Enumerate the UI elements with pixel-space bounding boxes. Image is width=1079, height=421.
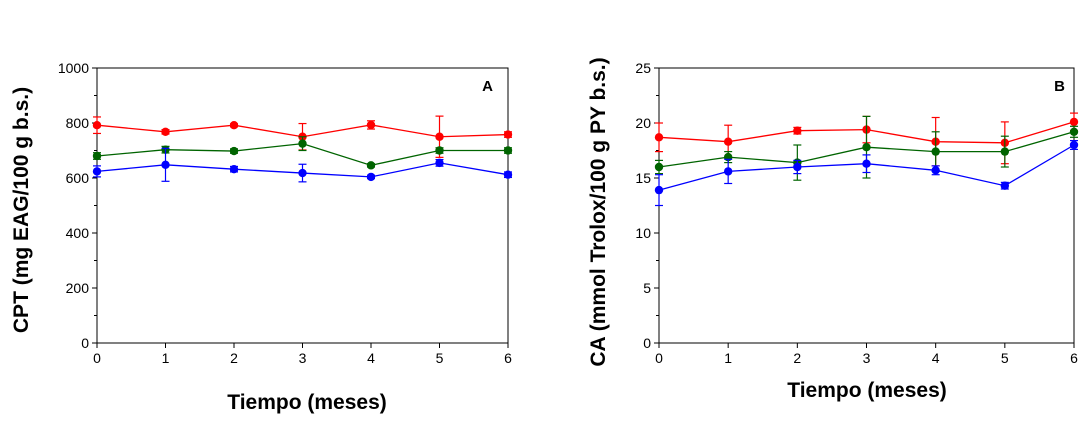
panel-a-data-point: [229, 165, 239, 174]
panel-b-y-tick-label: 25: [635, 60, 651, 76]
panel-a-data-point: [229, 146, 239, 156]
panel-b-x-tick-label: 6: [1070, 350, 1078, 366]
panel-a-x-tick-label: 4: [367, 350, 375, 366]
panel-a-data-point: [298, 139, 307, 148]
panel-b-x-tick-label: 2: [793, 350, 801, 366]
panel-a-x-tick-label: 2: [230, 350, 238, 366]
panel-b-data-point: [793, 162, 802, 172]
panel-b-y-axis-title: CA (mmol Trolox/100 g PY b.s.): [587, 57, 610, 366]
panel-a-y-tick-label: 0: [81, 335, 89, 351]
panel-a-x-tick-label: 1: [162, 350, 170, 366]
panel-b-data-point: [723, 137, 733, 146]
panel-a-data-point: [435, 158, 444, 168]
panel-b-data-point: [931, 166, 940, 175]
panel-b-data-point: [1000, 181, 1010, 190]
panel-a-x-tick-label: 5: [436, 350, 444, 366]
panel-a-data-point: [435, 132, 444, 141]
panel-a-data-point: [92, 151, 102, 161]
panel-a-data-point: [503, 130, 513, 139]
panel-b-y-tick-label: 15: [635, 170, 651, 186]
panel-a-x-tick-label: 6: [504, 350, 512, 366]
panel-b-data-point: [654, 133, 664, 142]
panel-b-x-tick-label: 3: [863, 350, 871, 366]
panel-a-data-point: [435, 146, 444, 155]
panel-b-chart: CA (mmol Trolox/100 g PY b.s.) Tiempo (m…: [587, 57, 1079, 402]
panel-a-series-blue: [92, 147, 513, 183]
panel-a-y-tick-label: 200: [66, 280, 90, 296]
panel-a-data-point: [366, 161, 376, 170]
panel-a-series-red: [92, 115, 513, 158]
panel-a-data-point: [298, 168, 307, 178]
panel-a-data-point: [366, 172, 376, 182]
panel-b-data-point: [723, 167, 733, 176]
panel-a-data-point: [503, 146, 513, 155]
panel-b-y-tick-label: 5: [643, 280, 651, 296]
panel-a-data-point: [503, 170, 513, 179]
panel-b-data-point: [862, 143, 871, 152]
panel-a-data-point: [92, 167, 102, 176]
panel-a-data-point: [161, 160, 170, 169]
panel-a-data-point: [92, 121, 102, 130]
panel-b-data-point: [654, 162, 664, 172]
panel-b-x-tick-label: 1: [724, 350, 732, 366]
panel-b-y-tick-label: 20: [635, 115, 651, 131]
panel-a-chart: CPT (mg EAG/100 g b.s.) Tiempo (meses) A…: [10, 60, 513, 414]
panel-a-x-tick-label: 3: [299, 350, 307, 366]
panel-b-data-point: [862, 159, 871, 168]
panel-b-data-point: [1069, 117, 1079, 127]
panel-b-series-blue: [654, 140, 1079, 207]
panel-b-x-axis-title: Tiempo (meses): [787, 379, 947, 402]
panel-b-y-tick-label: 10: [635, 225, 651, 241]
panel-b-data-point: [793, 126, 802, 135]
panel-b-data-point: [1000, 147, 1010, 156]
panel-b-data-point: [654, 185, 664, 195]
panel-b-data-point: [931, 147, 940, 156]
panel-a-y-tick-label: 600: [66, 170, 90, 186]
panel-b-y-tick-label: 0: [643, 335, 651, 351]
panel-a-y-axis-title: CPT (mg EAG/100 g b.s.): [10, 87, 33, 333]
panel-a-plot-frame: [96, 67, 509, 344]
panel-a-data-point: [366, 120, 376, 130]
panel-a-x-axis-title: Tiempo (meses): [227, 391, 387, 414]
panel-a-y-tick-label: 400: [66, 225, 90, 241]
panel-a-y-tick-label: 800: [66, 115, 90, 131]
panel-b-letter: B: [1054, 78, 1065, 95]
panel-a-y-tick-label: 1000: [58, 60, 89, 76]
panel-b-data-point: [1069, 127, 1079, 136]
panel-a-letter: A: [482, 78, 493, 95]
panel-a-x-tick-label: 0: [93, 350, 101, 366]
panel-b-data-point: [1069, 140, 1079, 150]
panel-b-x-tick-label: 0: [655, 350, 663, 366]
panel-a-data-point: [229, 121, 239, 130]
panel-a-data-point: [161, 127, 170, 136]
panel-b-plot-frame: [658, 67, 1075, 344]
panel-b-x-tick-label: 5: [1001, 350, 1009, 366]
panel-b-x-tick-label: 4: [932, 350, 940, 366]
